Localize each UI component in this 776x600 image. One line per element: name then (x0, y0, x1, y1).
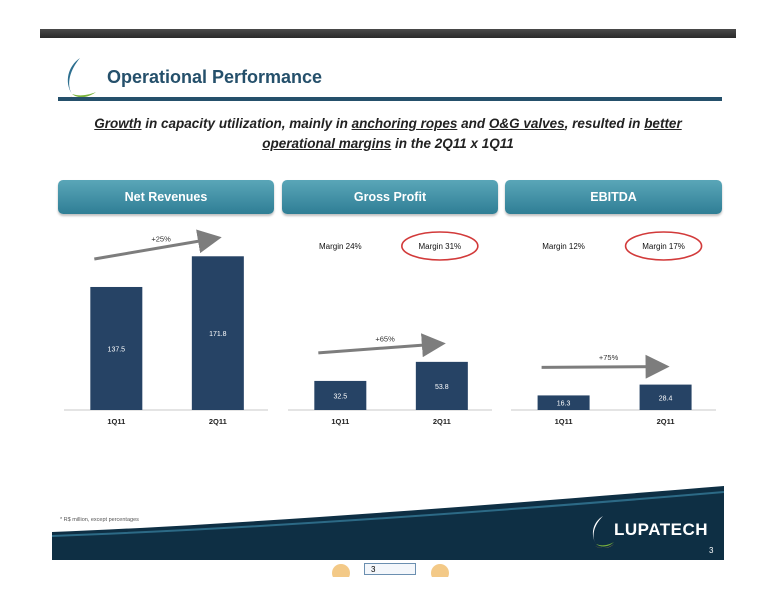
growth-arrow (318, 333, 446, 358)
headline-part: in capacity utilization, mainly in (141, 116, 352, 131)
growth-label: +75% (599, 353, 619, 362)
growth-arrow (94, 229, 222, 261)
headline-part: better operational margins (262, 116, 682, 151)
page-input[interactable]: 3 (364, 563, 416, 575)
footnote: * R$ million, except percentages (60, 517, 139, 523)
data-label: 171.8 (209, 331, 227, 338)
panel-header-gross-profit: Gross Profit (282, 180, 498, 214)
headline-part: O&G valves (488, 116, 565, 131)
highlight-ellipse (624, 231, 703, 261)
headline-part: and (457, 116, 489, 131)
tick-label: 2Q11 (209, 417, 227, 426)
headline-part: Growth (94, 116, 142, 131)
margin-label: Margin 24% (319, 242, 362, 251)
viewer-toolbar (332, 564, 449, 577)
lupatech-logo-icon (67, 58, 96, 99)
top-bar (40, 29, 736, 38)
panel-header-ebitda: EBITDA (505, 180, 722, 214)
bar (90, 286, 143, 410)
headline: Growth in capacity utilization, mainly i… (70, 114, 706, 154)
margin-label: Margin 31% (418, 242, 461, 251)
page-title: Operational Performance (107, 67, 323, 87)
tick-label: 1Q11 (555, 417, 573, 426)
tick-label: 2Q11 (433, 417, 451, 426)
data-label: 28.4 (659, 395, 673, 402)
data-label: 16.3 (557, 401, 571, 408)
bar (639, 384, 692, 410)
bar (191, 256, 244, 410)
margin-label: Margin 17% (642, 242, 685, 251)
headline-part: in the 2Q11 x 1Q11 (391, 136, 514, 151)
tick-label: 2Q11 (657, 417, 675, 426)
highlight-ellipse (401, 231, 479, 261)
page-number: 3 (709, 546, 714, 555)
growth-label: +65% (375, 334, 395, 343)
tick-label: 1Q11 (107, 417, 125, 426)
bar (314, 380, 367, 410)
data-label: 32.5 (334, 393, 348, 400)
brand-name: LUPATECH (614, 520, 709, 539)
growth-label: +25% (151, 235, 171, 244)
panel-header-net-revenues: Net Revenues (58, 180, 274, 214)
title-divider (58, 97, 722, 101)
headline-part: , resulted in (564, 116, 645, 131)
bar (537, 395, 590, 410)
headline-part: anchoring ropes (351, 116, 458, 131)
data-label: 53.8 (435, 384, 449, 391)
tick-label: 1Q11 (331, 417, 349, 426)
data-label: 137.5 (108, 346, 126, 353)
brand-logo-icon (592, 516, 614, 548)
bar (415, 361, 468, 410)
margin-label: Margin 12% (542, 242, 585, 251)
growth-arrow (541, 354, 670, 379)
footer-band (52, 486, 724, 560)
